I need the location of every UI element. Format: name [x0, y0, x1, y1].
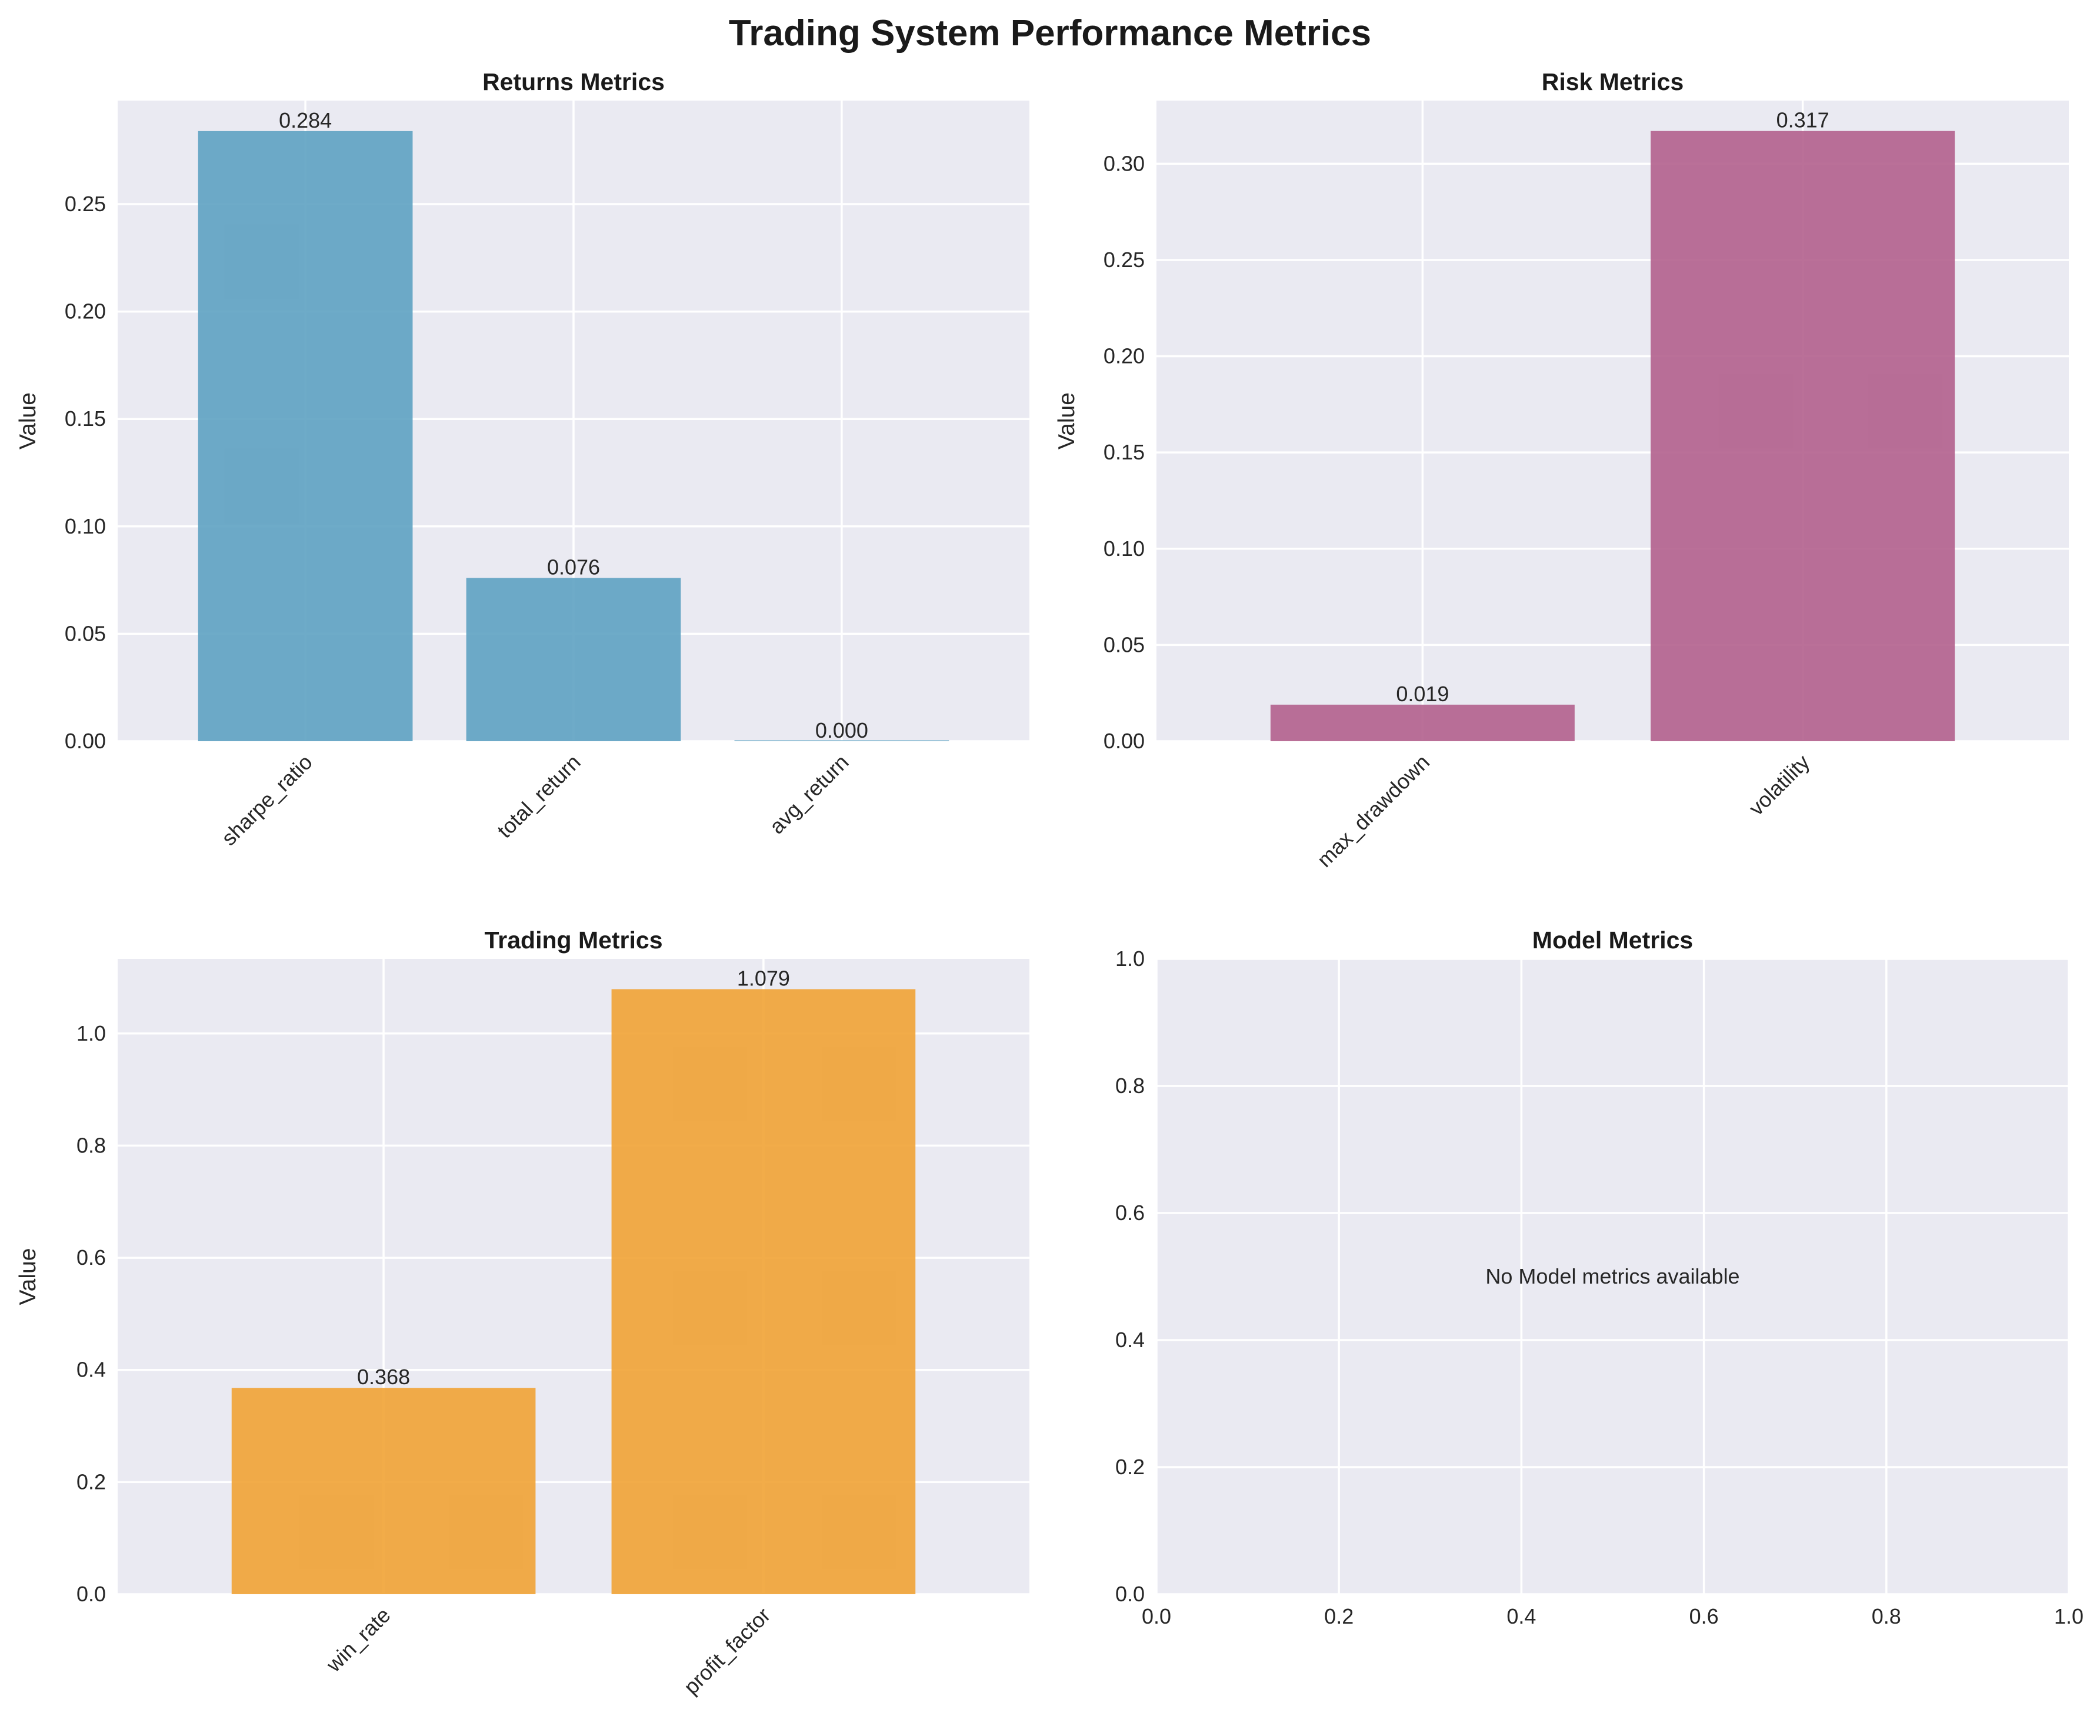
- x-tick-label: profit_factor: [679, 1603, 775, 1699]
- y-tick-label: 0.10: [1104, 537, 1145, 561]
- figure-title: Trading System Performance Metrics: [729, 13, 1371, 54]
- data-label: 0.368: [357, 1365, 410, 1389]
- subplot-title: Model Metrics: [1532, 927, 1693, 954]
- bar-profit_factor: [611, 989, 916, 1594]
- bar-sharpe_ratio: [198, 131, 413, 741]
- subplot-title: Risk Metrics: [1542, 68, 1684, 95]
- x-tick-label: 0.2: [1324, 1604, 1354, 1628]
- data-label: 0.284: [279, 108, 332, 132]
- y-tick-label: 0.00: [65, 729, 106, 753]
- y-tick-label: 0.10: [65, 514, 106, 538]
- y-axis-label: Value: [15, 392, 41, 449]
- x-tick-label: 0.6: [1689, 1604, 1719, 1628]
- y-tick-label: 0.05: [65, 621, 106, 645]
- bar-total_return: [466, 578, 681, 741]
- y-tick-label: 0.25: [1104, 248, 1145, 272]
- y-tick-label: 0.20: [65, 299, 106, 324]
- y-tick-label: 0.0: [76, 1582, 106, 1606]
- y-tick-label: 0.2: [1115, 1455, 1145, 1479]
- x-tick-label: 1.0: [2054, 1604, 2084, 1628]
- bar-win_rate: [231, 1388, 536, 1594]
- y-tick-label: 0.20: [1104, 344, 1145, 368]
- y-tick-label: 0.25: [65, 192, 106, 216]
- y-tick-label: 0.05: [1104, 632, 1145, 657]
- bar-max_drawdown: [1270, 704, 1575, 741]
- subplot-title: Returns Metrics: [482, 68, 665, 95]
- plot-area: [1156, 959, 2069, 1594]
- y-tick-label: 0.6: [76, 1245, 106, 1269]
- y-tick-label: 1.0: [76, 1021, 106, 1045]
- x-tick-label: total_return: [492, 750, 585, 843]
- subplot-trading-metrics: Trading Metrics 0.0 0.2 0.4 0.6 0.8 1.0 0.368 wi…: [15, 927, 1029, 1699]
- y-tick-label: 0.30: [1104, 151, 1145, 175]
- no-data-message: No Model metrics available: [1485, 1264, 1739, 1288]
- subplot-title: Trading Metrics: [484, 927, 662, 954]
- data-label: 0.019: [1396, 682, 1449, 706]
- data-label: 1.079: [737, 966, 790, 990]
- subplot-returns-metrics: Returns Metrics 0.00 0.05 0.10 0.15 0.20 0.25 0…: [15, 68, 1029, 850]
- x-tick-label: win_rate: [321, 1603, 395, 1677]
- y-tick-label: 0.2: [76, 1470, 106, 1494]
- y-tick-label: 1.0: [1115, 947, 1145, 971]
- y-tick-label: 0.8: [1115, 1074, 1145, 1098]
- data-label: 0.317: [1776, 108, 1829, 132]
- x-tick-label: avg_return: [765, 750, 854, 839]
- y-tick-label: 0.0: [1115, 1582, 1145, 1606]
- x-tick-label: 0.0: [1142, 1604, 1171, 1628]
- bar-volatility: [1651, 131, 1955, 742]
- data-label: 0.076: [547, 555, 600, 579]
- y-tick-label: 0.15: [65, 406, 106, 431]
- y-tick-label: 0.8: [76, 1133, 106, 1157]
- x-tick-label: 0.8: [1872, 1604, 1901, 1628]
- x-tick-label: 0.4: [1506, 1604, 1536, 1628]
- x-tick-label: volatility: [1744, 750, 1815, 821]
- x-tick-label: sharpe_ratio: [216, 750, 317, 851]
- y-tick-label: 0.4: [76, 1358, 106, 1382]
- y-tick-label: 0.4: [1115, 1328, 1145, 1352]
- y-tick-label: 0.00: [1104, 729, 1145, 753]
- subplot-risk-metrics: Risk Metrics 0.00 0.05 0.10 0.15 0.20 0.25 0.30…: [1054, 68, 2069, 872]
- y-axis-label: Value: [15, 1248, 41, 1305]
- y-tick-label: 0.15: [1104, 440, 1145, 464]
- subplot-grid: Returns Metrics 0.00 0.05 0.10 0.15 0.20 0.25 0…: [15, 68, 2084, 1699]
- y-axis-label: Value: [1054, 392, 1079, 449]
- x-tick-label: max_drawdown: [1312, 750, 1434, 872]
- data-label: 0.000: [815, 718, 868, 742]
- bar-avg_return: [734, 740, 949, 741]
- subplot-model-metrics: Model Metrics 0.0 0.2 0.4 0.6 0.8 1.0 0.0 0.2 0.4…: [1115, 927, 2084, 1628]
- y-tick-label: 0.6: [1115, 1201, 1145, 1225]
